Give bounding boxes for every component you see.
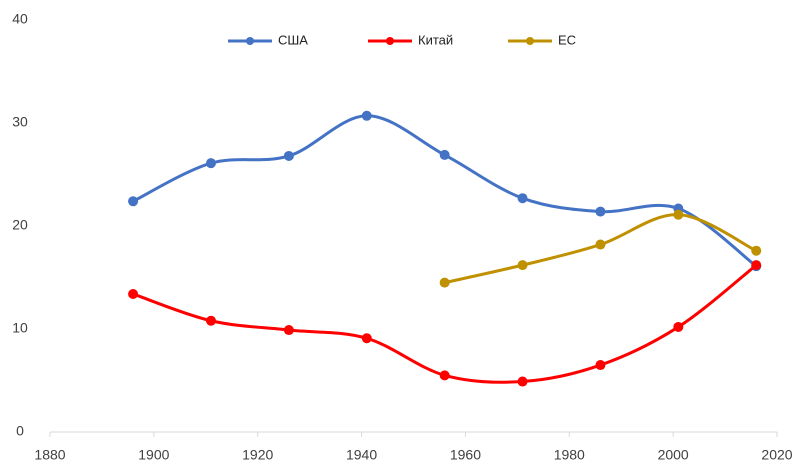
- legend-marker: [246, 37, 254, 45]
- point: [205, 315, 216, 326]
- point: [595, 360, 606, 371]
- legend-marker: [526, 37, 534, 45]
- line: [132, 114, 758, 268]
- x-tick-label: 1900: [138, 447, 169, 463]
- point: [751, 245, 762, 256]
- point: [128, 196, 139, 207]
- y-tick-label: 30: [12, 114, 28, 130]
- legend-label: ЕС: [558, 32, 576, 47]
- point: [595, 239, 606, 250]
- point: [205, 158, 216, 169]
- point: [361, 333, 372, 344]
- legend-label: США: [278, 32, 308, 47]
- point: [517, 193, 528, 204]
- point: [439, 149, 450, 160]
- point: [517, 376, 528, 387]
- point: [673, 321, 684, 332]
- point: [283, 150, 294, 161]
- point: [361, 110, 372, 121]
- point: [751, 260, 762, 271]
- point: [517, 260, 528, 271]
- point: [283, 325, 294, 336]
- point: [595, 206, 606, 217]
- x-tick-label: 1920: [242, 447, 273, 463]
- y-tick-label: 10: [12, 320, 28, 336]
- y-tick-label: 20: [12, 217, 28, 233]
- point: [439, 277, 450, 288]
- point: [439, 370, 450, 381]
- x-tick-label: 1940: [346, 447, 377, 463]
- legend-marker: [386, 37, 394, 45]
- x-tick-label: 2000: [658, 447, 689, 463]
- y-tick-label: 40: [12, 11, 28, 27]
- y-tick-label: 0: [16, 423, 24, 439]
- x-tick-label: 2020: [761, 447, 792, 463]
- legend-label: Китай: [418, 32, 453, 47]
- x-tick-label: 1960: [450, 447, 481, 463]
- point: [128, 288, 139, 299]
- x-tick-label: 1980: [554, 447, 585, 463]
- point: [673, 209, 684, 220]
- x-tick-label: 1880: [34, 447, 65, 463]
